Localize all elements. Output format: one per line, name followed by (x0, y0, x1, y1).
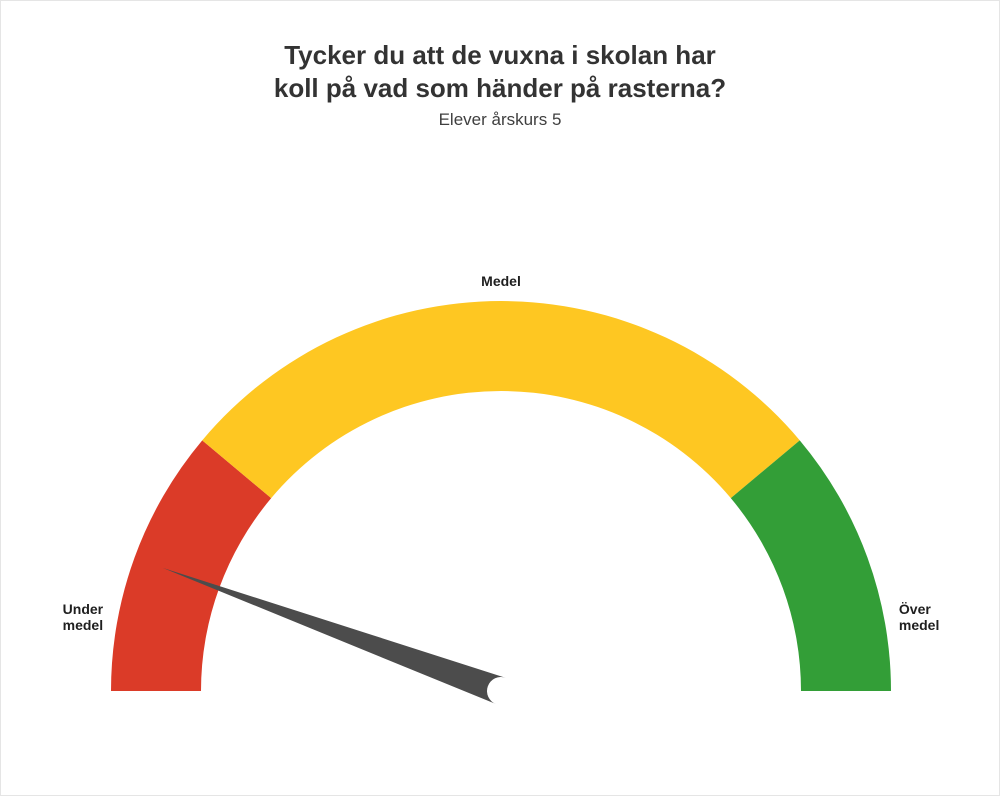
gauge-chart (1, 1, 1000, 797)
segment-label-over-medel: Övermedel (899, 601, 1000, 633)
gauge-needle (163, 568, 506, 704)
segment-label-medel: Medel (441, 273, 561, 289)
gauge-segment (202, 301, 800, 498)
segment-label-under-medel: Undermedel (0, 601, 103, 633)
chart-frame: { "chart": { "type": "gauge", "title_lin… (0, 0, 1000, 796)
